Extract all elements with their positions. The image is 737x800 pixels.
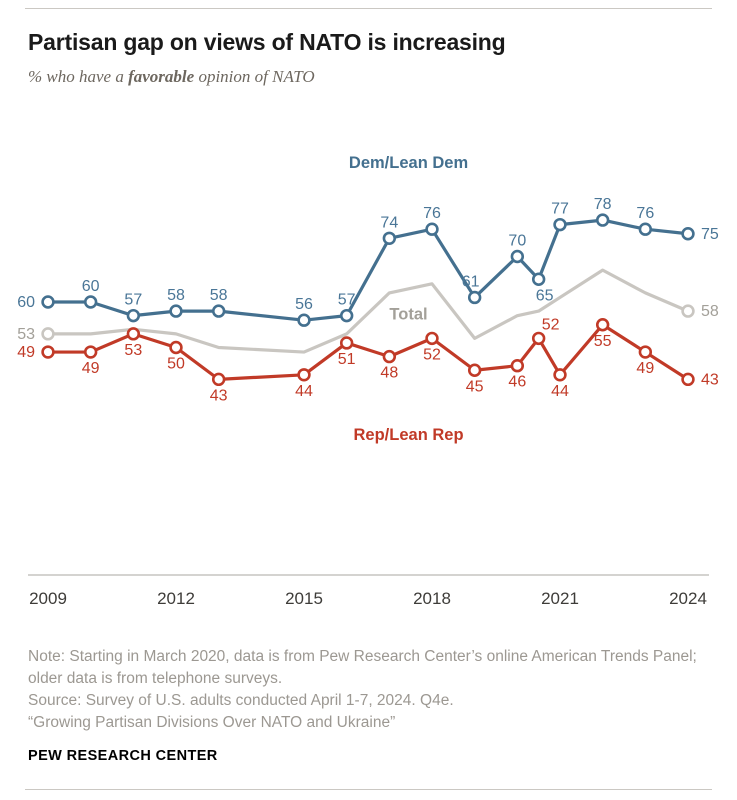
dem-value-label: 60: [82, 278, 100, 295]
subtitle-emphasis: favorable: [128, 67, 195, 87]
dem-point-marker: [638, 222, 653, 237]
rep-point-marker: [382, 350, 397, 364]
total-value-label: 58: [701, 304, 719, 321]
x-tick-label: 2009: [29, 589, 67, 608]
chart-header: Partisan gap on views of NATO is increas…: [0, 9, 737, 87]
x-tick-label: 2015: [285, 589, 323, 608]
dem-point-marker: [531, 272, 546, 287]
x-tick-label: 2021: [541, 589, 579, 608]
rep-point-marker: [531, 332, 546, 346]
dem-point-marker: [681, 227, 695, 241]
brand-label: PEW RESEARCH CENTER: [28, 748, 218, 765]
dem-value-label: 70: [508, 233, 526, 250]
rep-value-label: 49: [82, 360, 100, 377]
rep-line: [48, 323, 689, 382]
chart-footer: Note: Starting in March 2020, data is fr…: [0, 642, 737, 764]
top-divider: [25, 8, 712, 9]
rep-value-label: 43: [210, 388, 228, 405]
rep-value-label: 50: [167, 356, 185, 373]
rep-value-label: 48: [380, 365, 398, 382]
dem-value-label: 58: [210, 288, 228, 305]
total-line: [48, 268, 689, 355]
dem-point-marker: [211, 304, 226, 319]
x-tick-label: 2024: [669, 589, 707, 608]
bottom-divider: [25, 789, 712, 790]
subtitle-suffix: opinion of NATO: [194, 67, 315, 87]
dem-value-label: 56: [295, 297, 313, 314]
dem-point-marker: [126, 309, 141, 323]
rep-point-marker: [126, 327, 141, 341]
dem-point-marker: [41, 295, 55, 310]
total-point-marker: [41, 327, 55, 341]
dem-point-marker: [382, 232, 397, 246]
dem-value-label: 60: [17, 294, 35, 311]
dem-value-label: 65: [536, 288, 554, 305]
dem-value-label: 58: [167, 288, 185, 305]
dem-value-label: 76: [423, 206, 441, 223]
dem-point-marker: [595, 213, 610, 228]
dem-value-label: 74: [380, 215, 398, 232]
total-value-label: 53: [17, 326, 35, 343]
subtitle-prefix: % who have a: [28, 67, 129, 87]
rep-value-label: 53: [124, 342, 142, 359]
rep-point-marker: [41, 345, 55, 360]
dem-point-marker: [169, 304, 183, 319]
dem-point-marker: [510, 250, 525, 264]
chart-note: Note: Starting in March 2020, data is fr…: [28, 648, 697, 688]
rep-value-label: 52: [542, 317, 560, 334]
dem-line: [48, 218, 689, 323]
rep-value-label: 52: [423, 347, 441, 364]
rep-value-label: 49: [17, 344, 35, 361]
rep-value-label: 43: [701, 372, 719, 389]
dem-value-label: 57: [338, 292, 356, 309]
rep-point-marker: [595, 318, 610, 332]
series-label-dem: Dem/Lean Dem: [349, 154, 468, 172]
total-point-marker: [681, 304, 695, 319]
dem-value-label: 61: [462, 274, 480, 291]
rep-point-marker: [681, 373, 695, 387]
rep-point-marker: [211, 373, 226, 387]
dem-value-label: 57: [124, 292, 142, 309]
rep-value-label: 44: [551, 383, 569, 400]
chart-source: Source: Survey of U.S. adults conducted …: [28, 692, 454, 710]
rep-value-label: 55: [594, 333, 612, 350]
dem-value-label: 75: [701, 226, 719, 243]
rep-point-marker: [553, 368, 567, 382]
dem-point-marker: [83, 295, 98, 310]
rep-value-label: 49: [636, 360, 654, 377]
rep-value-label: 46: [508, 374, 526, 391]
rep-point-marker: [425, 332, 439, 346]
dem-point-marker: [553, 218, 567, 232]
rep-point-marker: [638, 345, 653, 360]
rep-point-marker: [339, 336, 354, 351]
rep-point-marker: [510, 359, 525, 373]
series-label-total: Total: [389, 306, 427, 324]
chart-title: Partisan gap on views of NATO is increas…: [28, 29, 506, 55]
rep-value-label: 51: [338, 351, 356, 368]
rep-point-marker: [83, 345, 98, 360]
dem-value-label: 78: [594, 197, 612, 214]
rep-point-marker: [297, 368, 311, 382]
rep-value-label: 45: [466, 379, 484, 396]
rep-point-marker: [467, 363, 482, 378]
chart-report-title: “Growing Partisan Divisions Over NATO an…: [28, 714, 396, 732]
dem-point-marker: [425, 222, 439, 237]
dem-value-label: 76: [636, 206, 654, 223]
series-label-rep: Rep/Lean Rep: [354, 426, 464, 444]
x-tick-label: 2018: [413, 589, 451, 608]
x-tick-label: 2012: [157, 589, 195, 608]
dem-value-label: 77: [551, 201, 569, 218]
dem-point-marker: [339, 309, 354, 323]
dem-point-marker: [297, 313, 311, 328]
rep-point-marker: [169, 341, 183, 355]
rep-value-label: 44: [295, 383, 313, 400]
chart-subtitle: % who have a favorable opinion of NATO: [28, 67, 709, 87]
dem-point-marker: [467, 291, 482, 305]
